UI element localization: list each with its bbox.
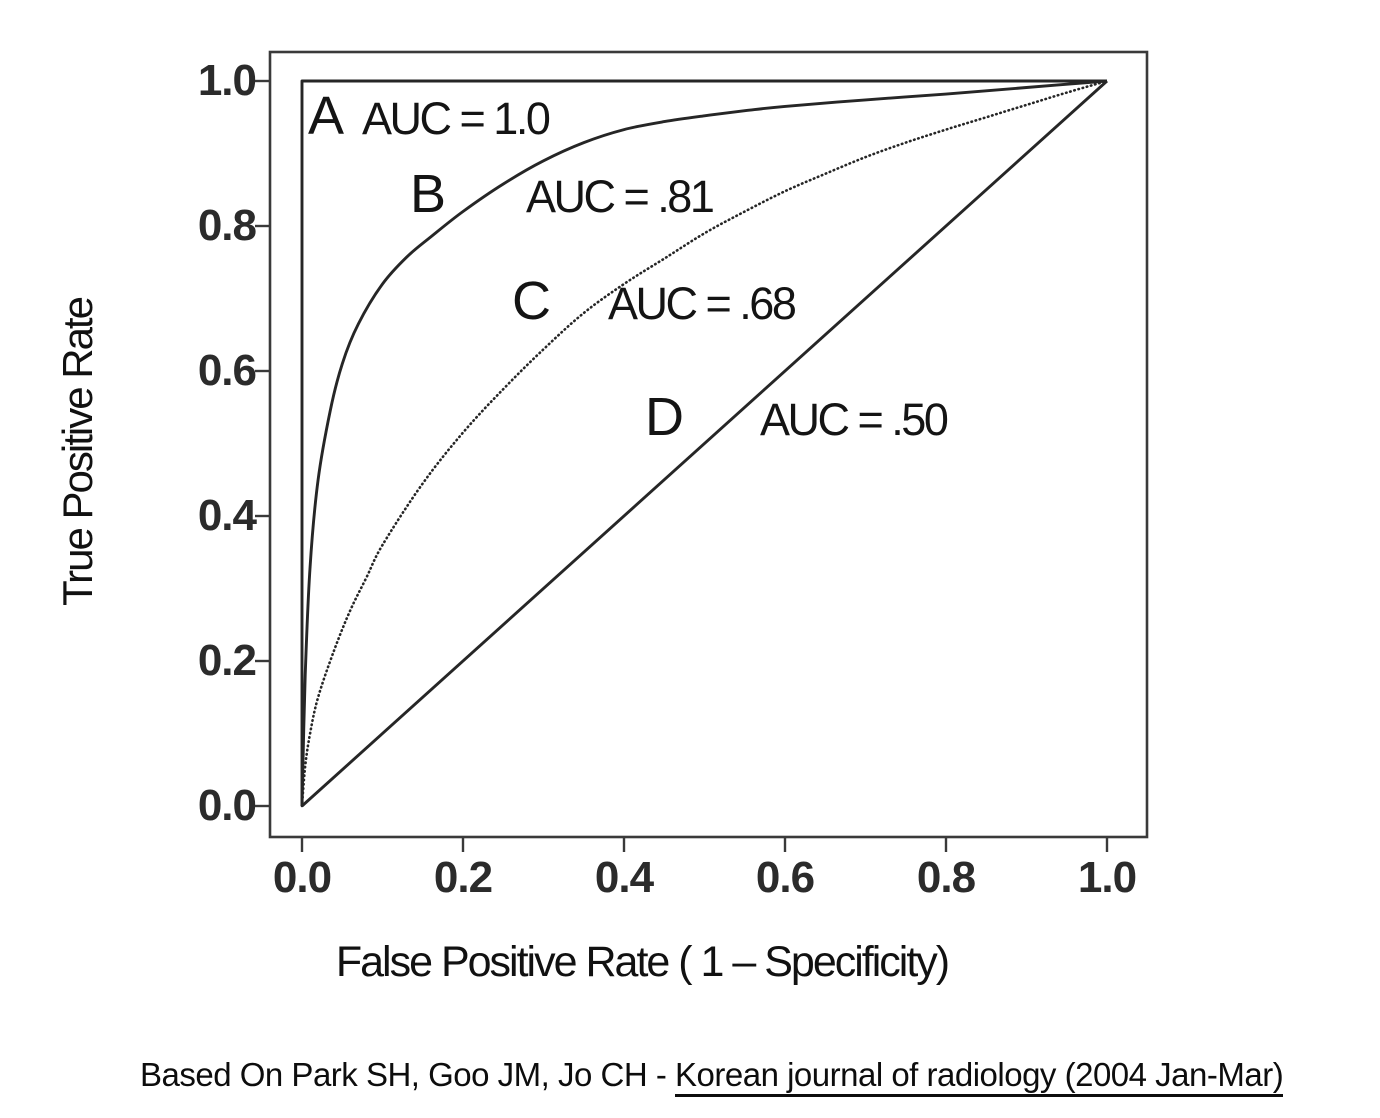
plot-frame bbox=[268, 50, 1149, 839]
caption: Based On Park SH, Goo JM, Jo CH - Korean… bbox=[140, 1056, 1284, 1097]
citation-link[interactable]: Korean journal of radiology (2004 Jan-Ma… bbox=[675, 1056, 1284, 1097]
x-tick-label: 0.2 bbox=[433, 853, 493, 902]
y-tick-label: 0.4 bbox=[197, 491, 257, 540]
x-tick-label: 0.0 bbox=[272, 853, 332, 902]
curve-A bbox=[300, 79, 1107, 806]
x-tick-label: 0.4 bbox=[594, 853, 654, 902]
x-tick-label: 0.8 bbox=[916, 853, 976, 902]
curve-B bbox=[300, 79, 1108, 807]
curve-label-a: A bbox=[308, 86, 344, 146]
curve-C bbox=[300, 79, 1109, 808]
x-axis-title: False Positive Rate ( 1 – Specificity) bbox=[335, 938, 950, 986]
x-tick-label: 0.6 bbox=[755, 853, 815, 902]
y-tick-label: 0.8 bbox=[197, 201, 257, 250]
y-tick-label: 0.6 bbox=[197, 346, 257, 395]
y-tick-label: 1.0 bbox=[197, 56, 257, 105]
x-tick-label: 1.0 bbox=[1077, 853, 1137, 902]
auc-label-a: AUC = 1.0 bbox=[362, 93, 551, 144]
tick-marks bbox=[255, 79, 1109, 852]
roc-curves bbox=[300, 79, 1109, 808]
auc-label-d: AUC = .50 bbox=[760, 394, 949, 445]
y-tick-label: 0.2 bbox=[197, 636, 257, 685]
y-axis-title: True Positive Rate bbox=[54, 298, 101, 606]
curve-label-b: B bbox=[410, 164, 446, 224]
auc-label-c: AUC = .68 bbox=[608, 278, 797, 329]
auc-label-b: AUC = .81 bbox=[526, 171, 715, 222]
curve-D bbox=[301, 79, 1108, 808]
y-tick-label: 0.0 bbox=[197, 781, 257, 830]
caption-text: Based On Park SH, Goo JM, Jo CH - bbox=[140, 1056, 676, 1093]
curve-label-d: D bbox=[645, 387, 684, 447]
curve-label-c: C bbox=[512, 271, 551, 331]
